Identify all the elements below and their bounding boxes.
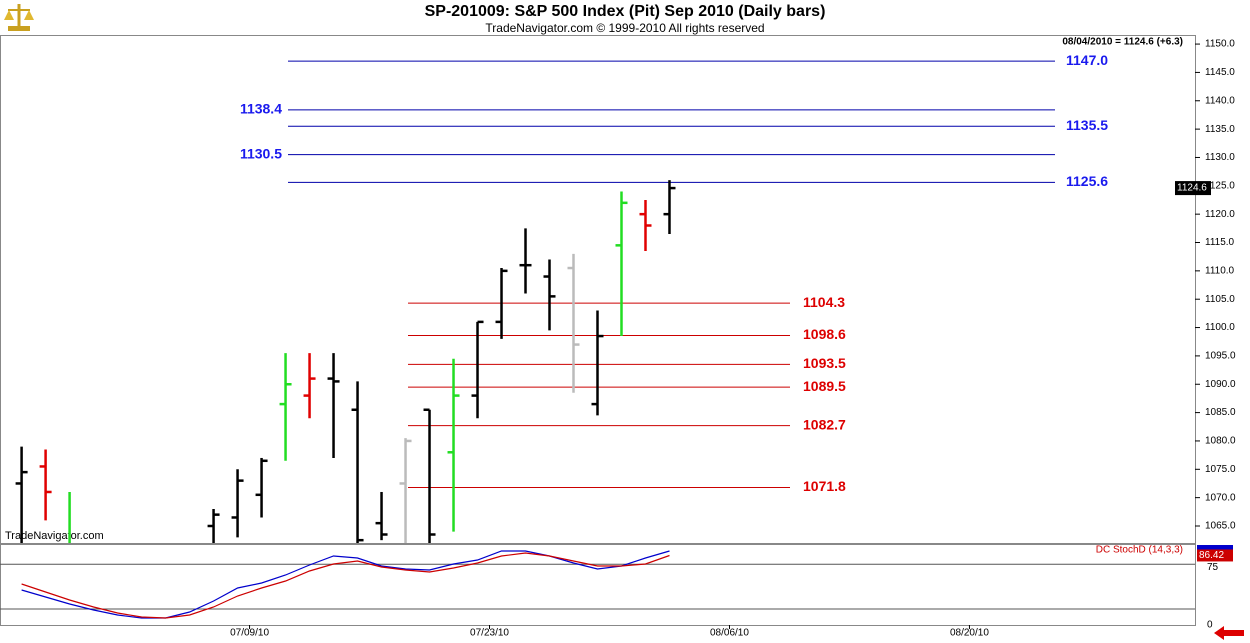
y-tick-label: 1130.0 — [1205, 152, 1235, 163]
stoch-line — [21, 552, 670, 619]
y-tick-label: 1085.0 — [1205, 407, 1236, 418]
chart-subtitle: TradeNavigator.com © 1999-2010 All right… — [485, 21, 764, 35]
y-tick-label: 1140.0 — [1205, 95, 1235, 106]
y-tick-label: 1100.0 — [1205, 322, 1235, 333]
level-label: 1135.5 — [1066, 117, 1108, 133]
watermark: TradeNavigator.com — [5, 530, 104, 542]
y-tick-label: 1120.0 — [1205, 209, 1235, 220]
y-tick-label: 1150.0 — [1205, 39, 1235, 50]
level-label: 1071.8 — [803, 478, 846, 494]
main-plot — [15, 60, 1055, 543]
y-tick-label: 1070.0 — [1205, 492, 1236, 503]
logo — [4, 4, 34, 31]
level-label: 1147.0 — [1066, 52, 1108, 68]
y-tick-label: 75 — [1207, 562, 1219, 573]
last-value-label: 86.42 — [1199, 550, 1224, 561]
y-tick-label: 1090.0 — [1205, 379, 1236, 390]
stoch-line — [21, 550, 670, 619]
y-tick-label: 1145.0 — [1205, 67, 1235, 78]
stoch-panel — [0, 544, 1196, 626]
main-panel — [0, 35, 1196, 544]
level-label: 1138.4 — [240, 101, 282, 117]
y-tick-label: 1075.0 — [1205, 464, 1236, 475]
level-label: 1104.3 — [803, 294, 845, 310]
last-value-box — [1197, 549, 1233, 562]
scroll-arrow[interactable] — [1214, 626, 1244, 640]
level-label: 1082.7 — [803, 416, 846, 432]
last-price-box — [1175, 181, 1211, 196]
x-tick-label: 07/09/10 — [230, 628, 269, 639]
y-tick-label: 1115.0 — [1205, 237, 1235, 248]
y-tick-label: 1105.0 — [1205, 294, 1235, 305]
y-tick-label: 1125.0 — [1205, 180, 1235, 191]
level-label: 1125.6 — [1066, 173, 1108, 189]
axes: 1065.0 1070.0 1075.0 1080.0 1085.0 1090.0 1095… — [230, 39, 1236, 639]
level-label: 1098.6 — [803, 326, 846, 342]
corner-label: 08/04/2010 = 1124.6 (+6.3) — [1062, 37, 1183, 48]
last-price-label: 1124.6 — [1177, 183, 1207, 194]
y-tick-label: 1065.0 — [1205, 521, 1236, 532]
stoch-plot — [0, 550, 1195, 619]
level-label: 1130.5 — [240, 145, 282, 161]
level-label: 1093.5 — [803, 355, 846, 371]
y-tick-label: 1135.0 — [1205, 124, 1235, 135]
y-tick-label: 1080.0 — [1205, 436, 1236, 447]
x-tick-label: 08/20/10 — [950, 628, 989, 639]
level-label: 1089.5 — [803, 378, 846, 394]
y-tick-label: 0 — [1207, 620, 1213, 631]
stoch-title: DC StochD (14,3,3) — [1096, 545, 1183, 556]
x-tick-label: 08/06/10 — [710, 628, 749, 639]
y-tick-label: 1110.0 — [1205, 265, 1235, 276]
x-tick-label: 07/23/10 — [470, 628, 509, 639]
chart-title: SP-201009: S&P 500 Index (Pit) Sep 2010 … — [425, 3, 826, 20]
y-tick-label: 1095.0 — [1205, 351, 1236, 362]
